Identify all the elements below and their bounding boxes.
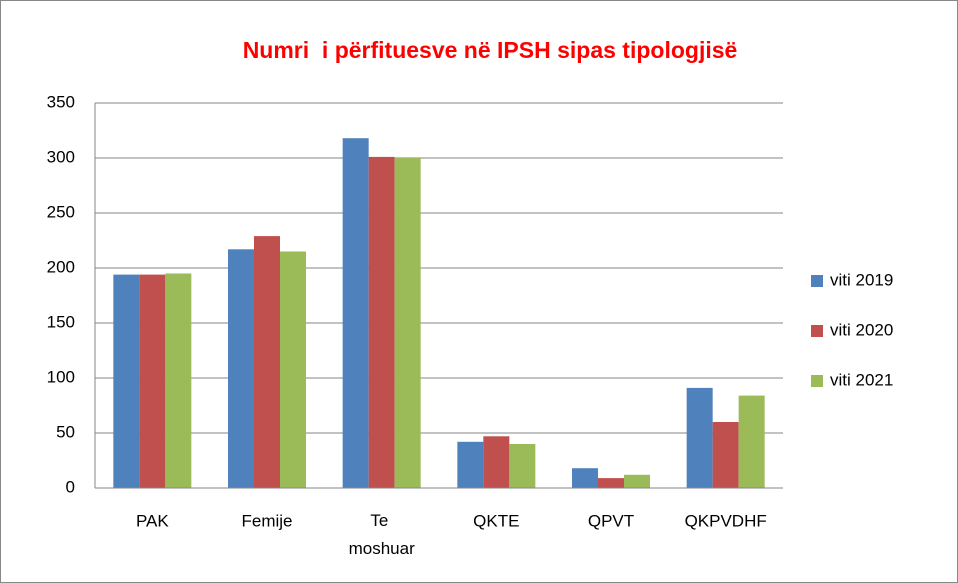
bar — [457, 441, 484, 488]
bar — [280, 251, 306, 488]
legend-label: viti 2019 — [830, 270, 893, 289]
x-tick-label: QKPVDHF — [685, 511, 767, 530]
bar — [342, 138, 369, 488]
y-tick-label: 50 — [56, 422, 75, 441]
legend-swatch — [811, 375, 823, 387]
bar — [598, 478, 624, 488]
legend-label: viti 2021 — [830, 370, 893, 389]
bar — [254, 236, 280, 488]
bar — [738, 395, 765, 488]
bar — [165, 273, 192, 488]
bar — [139, 274, 166, 488]
y-tick-label: 150 — [47, 312, 75, 331]
legend-swatch — [811, 275, 823, 287]
bar — [509, 444, 536, 488]
x-tick-label: Femije — [241, 511, 292, 530]
bar — [113, 274, 140, 488]
x-tick-label: Te moshuar — [349, 511, 415, 558]
y-tick-label: 0 — [66, 477, 75, 496]
bar — [483, 436, 510, 488]
legend-swatch — [811, 325, 823, 337]
bar — [368, 156, 395, 488]
legend-label: viti 2020 — [830, 320, 893, 339]
x-tick-label: QKTE — [473, 511, 519, 530]
bar — [712, 422, 739, 488]
bar — [572, 468, 598, 488]
y-tick-label: 300 — [47, 147, 75, 166]
x-tick-label: QPVT — [588, 511, 634, 530]
y-tick-label: 100 — [47, 367, 75, 386]
chart-title: Numri i përfituesve në IPSH sipas tipolo… — [243, 37, 738, 63]
bar — [624, 474, 650, 488]
y-tick-label: 250 — [47, 202, 75, 221]
bar — [394, 158, 421, 488]
x-tick-label: PAK — [136, 511, 169, 530]
bar — [228, 249, 254, 488]
y-tick-label: 350 — [47, 92, 75, 111]
bar — [686, 387, 713, 488]
y-tick-label: 200 — [47, 257, 75, 276]
